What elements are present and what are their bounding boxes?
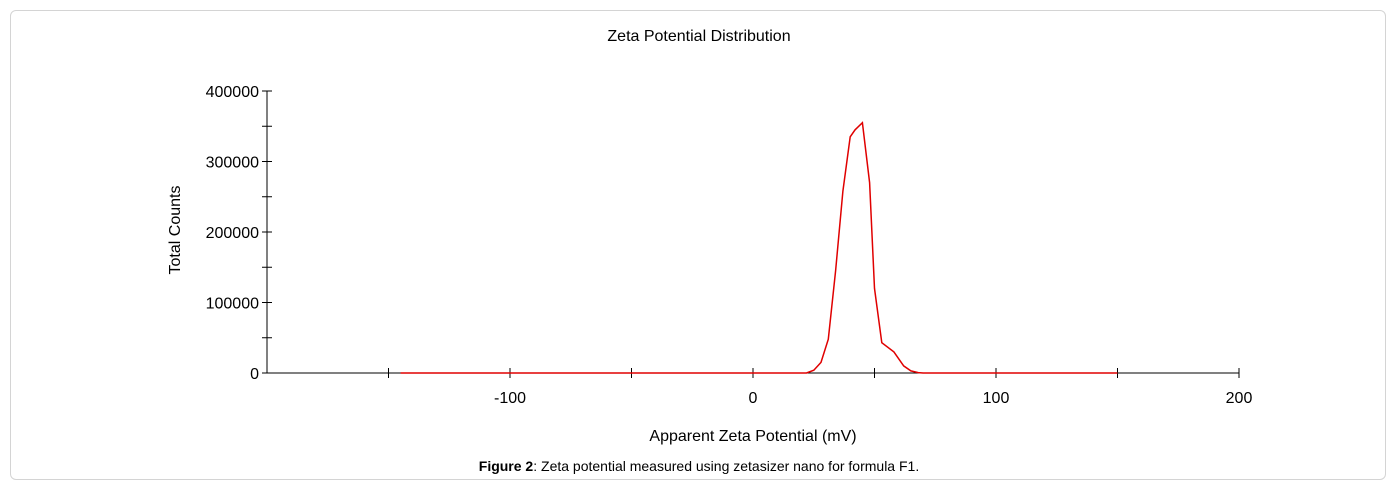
plot-area bbox=[400, 121, 1118, 374]
x-tick-label: -100 bbox=[494, 390, 526, 407]
caption-text: : Zeta potential measured using zetasize… bbox=[533, 458, 920, 474]
y-tick-label: 100000 bbox=[206, 296, 259, 313]
ticks: -100 0 100 200 0 100000 200000 300000 400000 bbox=[206, 84, 1253, 407]
y-axis-label: Total Counts bbox=[167, 186, 184, 275]
y-tick-label: 400000 bbox=[206, 84, 259, 101]
x-tick-label: 200 bbox=[1226, 390, 1253, 407]
zeta-chart: Zeta Potential Distribution Apparent Zet… bbox=[167, 28, 1253, 445]
figure-frame bbox=[10, 10, 1386, 480]
series-line bbox=[400, 121, 1118, 374]
x-axis-label: Apparent Zeta Potential (mV) bbox=[649, 428, 856, 445]
y-tick-label: 200000 bbox=[206, 225, 259, 242]
x-tick-label: 100 bbox=[983, 390, 1010, 407]
caption-label: Figure 2 bbox=[478, 458, 534, 474]
x-tick-label: 0 bbox=[749, 390, 758, 407]
y-tick-label: 0 bbox=[250, 366, 259, 383]
figure-caption: Figure 2: Zeta potential measured using … bbox=[0, 458, 1398, 474]
chart-title: Zeta Potential Distribution bbox=[607, 28, 790, 45]
axes bbox=[266, 91, 1239, 374]
y-tick-label: 300000 bbox=[206, 155, 259, 172]
